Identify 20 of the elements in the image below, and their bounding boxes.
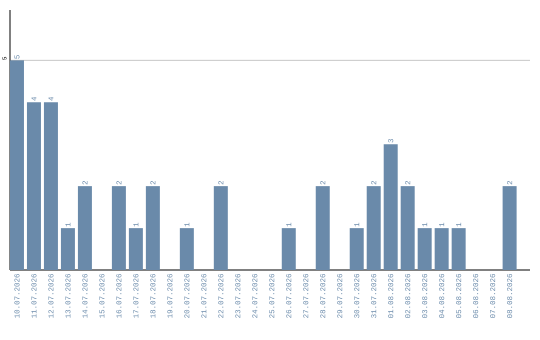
bar xyxy=(146,186,160,270)
bar xyxy=(316,186,330,270)
bar xyxy=(78,186,92,270)
bar xyxy=(282,228,296,270)
bar xyxy=(112,186,126,270)
bar xyxy=(214,186,228,270)
bar xyxy=(180,228,194,270)
bar xyxy=(502,186,517,270)
bar xyxy=(350,228,364,270)
bar xyxy=(452,228,466,270)
bar xyxy=(366,186,381,270)
bar xyxy=(128,228,143,270)
bar xyxy=(384,144,398,270)
bar xyxy=(10,60,24,270)
bar xyxy=(60,228,75,270)
bar xyxy=(434,228,449,270)
bar xyxy=(418,228,432,270)
bar xyxy=(400,186,415,270)
bar xyxy=(44,102,58,270)
bar xyxy=(26,102,41,270)
